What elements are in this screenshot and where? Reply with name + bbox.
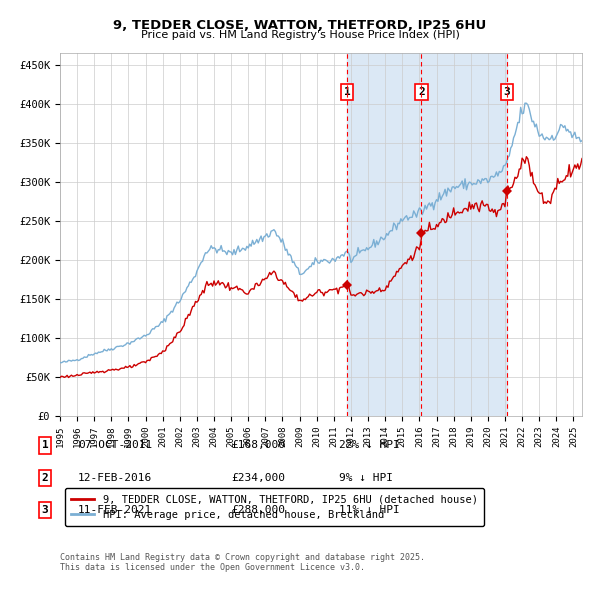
Text: Price paid vs. HM Land Registry's House Price Index (HPI): Price paid vs. HM Land Registry's House …: [140, 30, 460, 40]
Text: Contains HM Land Registry data © Crown copyright and database right 2025.: Contains HM Land Registry data © Crown c…: [60, 553, 425, 562]
Text: 22% ↓ HPI: 22% ↓ HPI: [339, 441, 400, 450]
Text: This data is licensed under the Open Government Licence v3.0.: This data is licensed under the Open Gov…: [60, 563, 365, 572]
Text: 12-FEB-2016: 12-FEB-2016: [78, 473, 152, 483]
Text: £288,000: £288,000: [231, 506, 285, 515]
Text: 2: 2: [41, 473, 49, 483]
Text: 2: 2: [418, 87, 425, 97]
Text: £234,000: £234,000: [231, 473, 285, 483]
Text: 1: 1: [41, 441, 49, 450]
Text: 07-OCT-2011: 07-OCT-2011: [78, 441, 152, 450]
Text: £168,000: £168,000: [231, 441, 285, 450]
Legend: 9, TEDDER CLOSE, WATTON, THETFORD, IP25 6HU (detached house), HPI: Average price: 9, TEDDER CLOSE, WATTON, THETFORD, IP25 …: [65, 489, 484, 526]
Text: 11-FEB-2021: 11-FEB-2021: [78, 506, 152, 515]
Text: 3: 3: [41, 506, 49, 515]
Text: 1: 1: [344, 87, 350, 97]
Text: 9% ↓ HPI: 9% ↓ HPI: [339, 473, 393, 483]
Bar: [347, 53, 507, 416]
Text: 11% ↓ HPI: 11% ↓ HPI: [339, 506, 400, 515]
Text: 9, TEDDER CLOSE, WATTON, THETFORD, IP25 6HU: 9, TEDDER CLOSE, WATTON, THETFORD, IP25 …: [113, 19, 487, 32]
Text: 3: 3: [503, 87, 511, 97]
